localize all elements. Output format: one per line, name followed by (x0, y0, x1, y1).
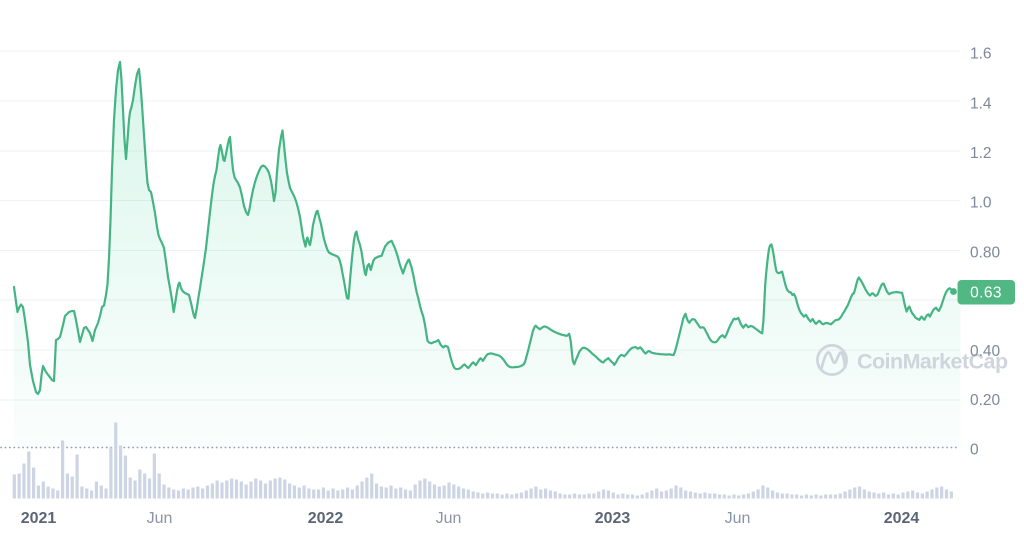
svg-text:1.0: 1.0 (970, 194, 992, 211)
svg-text:Jun: Jun (725, 510, 751, 527)
svg-text:0.20: 0.20 (970, 392, 1001, 409)
svg-text:2021: 2021 (21, 510, 57, 527)
svg-text:1.2: 1.2 (970, 145, 992, 162)
svg-text:CoinMarketCap: CoinMarketCap (857, 350, 1008, 374)
svg-text:2023: 2023 (595, 510, 631, 527)
svg-text:Jun: Jun (147, 510, 173, 527)
svg-text:Jun: Jun (436, 510, 462, 527)
svg-text:1.6: 1.6 (970, 45, 992, 62)
svg-text:0.63: 0.63 (970, 285, 1002, 302)
svg-text:2024: 2024 (884, 510, 920, 527)
svg-text:0.80: 0.80 (970, 244, 1001, 261)
svg-text:2022: 2022 (308, 510, 344, 527)
svg-text:1.4: 1.4 (970, 95, 992, 112)
svg-text:0.40: 0.40 (970, 343, 1001, 360)
svg-text:0: 0 (970, 441, 979, 458)
